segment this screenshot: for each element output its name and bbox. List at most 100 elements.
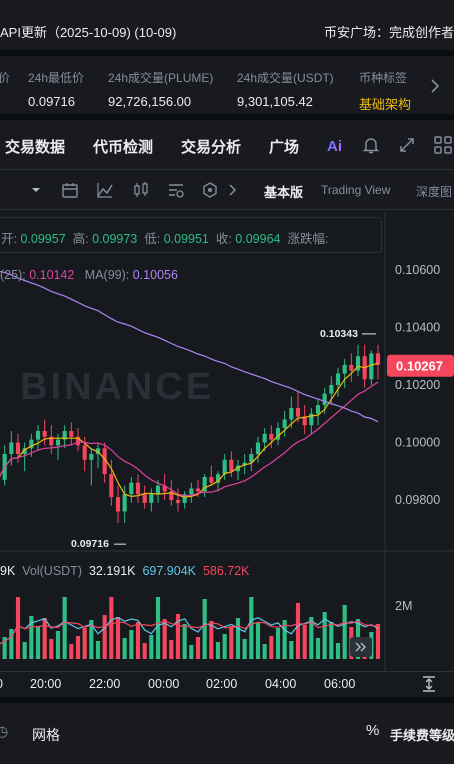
tab-trading-data[interactable]: 交易数据 (5, 139, 66, 156)
stat-24h-volume-base: 24h成交量(PLUME) 92,726,156.00 (108, 69, 213, 109)
candle-body (89, 454, 94, 460)
candle-body (82, 445, 87, 460)
volume-bar (22, 642, 27, 659)
tab-square[interactable]: 广场 (269, 139, 300, 156)
candlestick-plot[interactable]: BINANCE 0.10600 0.10400 0.10200 0.10000 0.098… (0, 211, 454, 671)
candle-body (215, 474, 221, 483)
candle-body (69, 431, 74, 437)
binance-watermark: BINANCE (20, 366, 214, 408)
calendar-icon[interactable] (60, 180, 80, 200)
candle-type-icon[interactable] (131, 180, 151, 200)
volume-bar (282, 620, 287, 659)
candle-body (202, 477, 207, 492)
coin-tag-link[interactable]: 基础架构 (359, 97, 412, 112)
ma25-value: 0.10142 (29, 268, 75, 282)
candle-body (155, 485, 161, 495)
bell-icon[interactable] (360, 134, 382, 156)
volume-bar (102, 615, 107, 659)
percent-icon[interactable]: % (366, 722, 380, 739)
price-tick-label: 0.10200 (395, 378, 440, 392)
candle-body (369, 353, 374, 380)
caret-down-icon[interactable] (26, 180, 46, 200)
volume-bar (109, 597, 114, 659)
chevron-right-icon[interactable] (222, 180, 242, 200)
volume-bar (222, 634, 227, 659)
volume-bar (135, 622, 141, 659)
announcement-bar[interactable]: API更新（2025-10-09) (10-09) 币安广场：完成创作者 (0, 0, 454, 56)
ma7-line (0, 362, 379, 498)
announcement-text[interactable]: API更新（2025-10-09) (10-09) (0, 25, 177, 40)
announcement-square-text[interactable]: 币安广场：完成创作者 (323, 25, 454, 40)
price-tick-label: 0.10600 (395, 263, 440, 277)
candle-body (229, 459, 234, 472)
volume-bar (9, 629, 14, 659)
grid-tab[interactable]: 网格 (32, 727, 60, 743)
candle-body (315, 405, 321, 414)
high-value: 0.09973 (92, 232, 138, 246)
chevron-right-icon[interactable] (430, 78, 440, 94)
tradingview-tab[interactable]: Trading View (321, 183, 391, 197)
stat-label: 价 (0, 69, 10, 86)
volume-bar (235, 618, 241, 659)
candle-body (9, 442, 14, 454)
volume-bar (249, 597, 254, 659)
candle-body (375, 353, 381, 365)
time-tick: 22:00 (89, 677, 121, 691)
candle-body (115, 497, 121, 512)
indicator-icon[interactable] (95, 180, 115, 200)
volume-bar (215, 642, 221, 659)
candle-body (62, 431, 67, 440)
kline-chart[interactable]: BINANCE 0.10600 0.10400 0.10200 0.10000 0.098… (0, 211, 454, 671)
candle-body (109, 474, 114, 498)
volume-bar (155, 597, 161, 659)
volume-bar (15, 597, 21, 659)
stat-label: 24h成交量(PLUME) (108, 71, 214, 85)
candle-body (149, 494, 154, 503)
tab-token-check[interactable]: 代币检测 (93, 139, 154, 156)
volume-tick-label: 2M (395, 599, 412, 613)
stat-24h-volume-quote: 24h成交量(USDT) 9,301,105.42 (237, 69, 334, 109)
tab-trade-analysis[interactable]: 交易分析 (181, 139, 242, 156)
volume-bar (315, 638, 321, 659)
clock-icon[interactable]: ◷ (0, 723, 9, 739)
volume-bar (375, 624, 381, 659)
price-tick-label: 0.09800 (395, 493, 440, 507)
volume-bar (162, 619, 167, 659)
grid-icon[interactable] (432, 134, 454, 156)
volume-bar (189, 645, 194, 659)
volume-bar (309, 617, 314, 659)
time-tick: 00:00 (148, 677, 180, 691)
candle-body (282, 419, 287, 429)
volume-bar (209, 621, 214, 659)
depth-chart-tab[interactable]: 深度图 (416, 185, 453, 199)
volume-bar (289, 641, 294, 659)
candle-body (42, 431, 47, 437)
stat-coin-tag[interactable]: 币种标签 基础架构 (359, 69, 411, 113)
candle-body (162, 485, 167, 492)
basic-view-tab[interactable]: 基本版 (264, 185, 304, 200)
candle-body (95, 448, 101, 454)
fit-scale-icon[interactable] (420, 675, 438, 693)
chart-settings-icon[interactable] (166, 180, 186, 200)
ai-icon[interactable]: Ai (325, 134, 347, 156)
expand-icon[interactable] (396, 134, 418, 156)
volume-bar (275, 628, 281, 659)
fee-level-link[interactable]: 手续费等级 (390, 728, 454, 743)
volume-bar (329, 622, 334, 659)
high-annotation: 0.10343 (320, 328, 358, 340)
candle-body (135, 482, 141, 495)
stat-label: 24h最低价 (28, 71, 85, 85)
candle-body (102, 448, 107, 475)
candle-body (289, 408, 294, 420)
candle-body (129, 482, 134, 495)
price-tick-label: 0.10400 (395, 321, 440, 335)
candle-body (269, 433, 274, 440)
hexagon-icon[interactable] (200, 180, 220, 200)
ma99-label: MA(99): (84, 268, 130, 282)
candle-body (295, 408, 301, 417)
volume-prefix: 9K (0, 564, 16, 578)
ma99-line (0, 270, 379, 423)
volume-value: 32.191K (88, 564, 136, 578)
volume-bar (269, 636, 274, 659)
time-tick: 04:00 (265, 677, 297, 691)
